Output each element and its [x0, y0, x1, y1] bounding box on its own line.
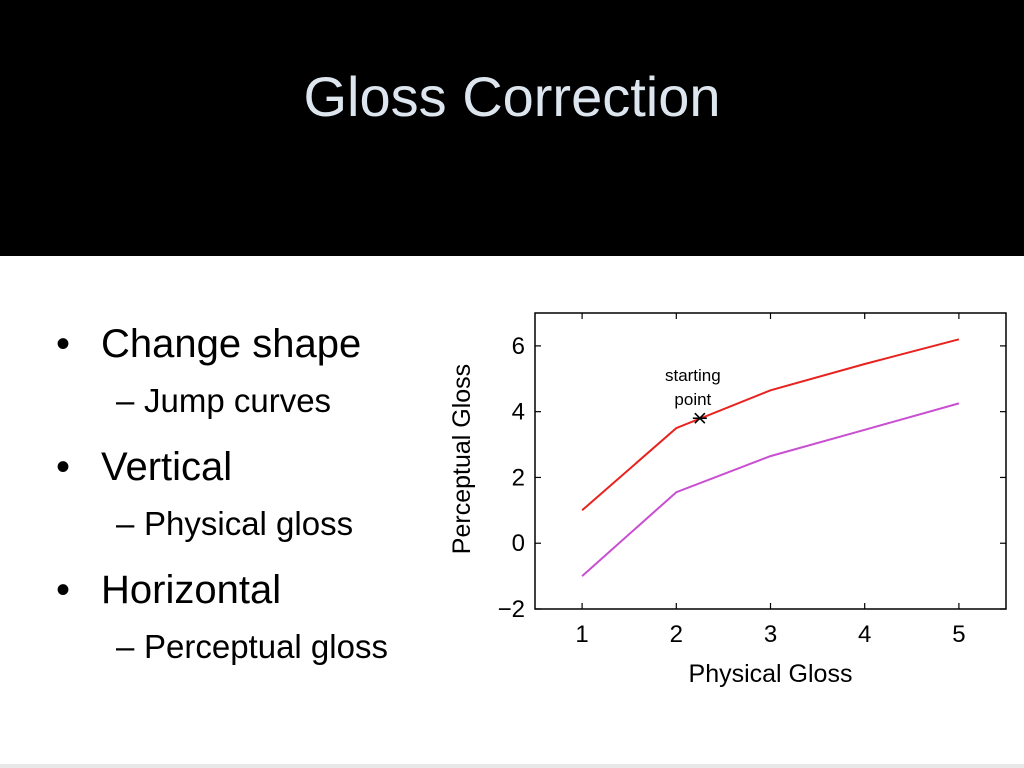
y-tick-label: 6 — [512, 333, 525, 360]
annotation-label: starting — [665, 366, 721, 385]
x-axis-label: Physical Gloss — [689, 660, 853, 688]
series-line-2 — [581, 402, 960, 577]
x-tick-label: 1 — [575, 621, 588, 648]
bullet-text: Change shape — [101, 322, 362, 366]
x-tick-label: 5 — [952, 621, 965, 648]
y-axis-label: Perceptual Gloss — [448, 364, 476, 554]
x-tick-label: 4 — [858, 621, 871, 648]
bullet-vertical: • Vertical — [56, 441, 456, 493]
annotation-label: point — [674, 390, 711, 409]
bullet-dot: • — [56, 445, 71, 489]
sub-bullet-text: Perceptual gloss — [144, 628, 388, 665]
series-line-1 — [581, 338, 960, 512]
sub-bullet-text: Jump curves — [144, 382, 332, 419]
y-tick-label: 4 — [512, 399, 525, 426]
sub-bullet-dash: – — [116, 505, 135, 542]
y-tick-label: 0 — [512, 530, 525, 557]
sub-bullet-jump-curves: – Jump curves — [56, 379, 456, 423]
bullet-change-shape: • Change shape — [56, 318, 456, 370]
sub-bullet-dash: – — [116, 382, 135, 419]
bullet-list: • Change shape – Jump curves • Vertical … — [56, 318, 456, 687]
x-tick-label: 2 — [670, 621, 683, 648]
x-tick-label: 3 — [764, 621, 777, 648]
sub-bullet-physical-gloss: – Physical gloss — [56, 502, 456, 546]
sub-bullet-text: Physical gloss — [144, 505, 354, 542]
plot-frame — [534, 312, 1007, 610]
slide-title: Gloss Correction — [303, 65, 721, 128]
bullet-horizontal: • Horizontal — [56, 564, 456, 616]
bullet-text: Horizontal — [101, 568, 282, 612]
y-tick-label: 2 — [512, 464, 525, 491]
bullet-text: Vertical — [101, 445, 233, 489]
title-bar: Gloss Correction — [0, 0, 1024, 256]
starting-point-marker — [692, 412, 707, 424]
bullet-dot: • — [56, 322, 71, 366]
y-tick-label: −2 — [498, 596, 525, 623]
sub-bullet-dash: – — [116, 628, 135, 665]
gloss-chart: 1 2 3 4 5 −2 0 2 4 6 Physical Gloss Perceptual Glos… — [448, 312, 1007, 688]
sub-bullet-perceptual-gloss: – Perceptual gloss — [56, 625, 456, 669]
bullet-dot: • — [56, 568, 71, 612]
slide-bottom-edge — [0, 764, 1024, 768]
